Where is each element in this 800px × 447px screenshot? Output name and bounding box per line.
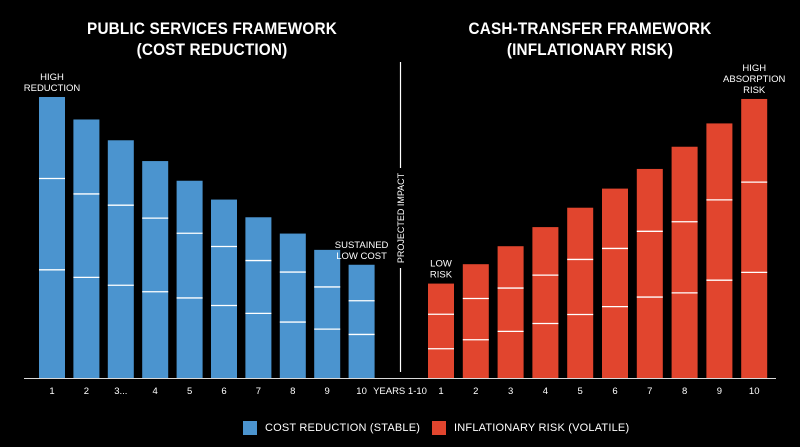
- title-line-2: (INFLATIONARY RISK): [506, 40, 674, 59]
- bar-left-9: [314, 249, 341, 378]
- legend-item-inflationary-risk: INFLATIONARY RISK (VOLATILE): [432, 419, 629, 437]
- x-tick-label: 3: [508, 386, 513, 397]
- x-tick-label: 8: [290, 386, 295, 397]
- bar-right-9: [706, 123, 733, 378]
- bar-right-8: [671, 146, 698, 378]
- x-tick-label: 3...: [114, 386, 127, 397]
- x-tick-label: 10: [749, 386, 760, 397]
- bar-right-4: [532, 227, 559, 378]
- x-tick-label: 10: [356, 386, 367, 397]
- bar-annotation: ABSORPTION: [723, 74, 785, 85]
- bar-left-10: [348, 264, 375, 378]
- x-tick-label: 7: [647, 386, 652, 397]
- title-line-2: (COST REDUCTION): [136, 40, 288, 59]
- x-tick-label: 4: [153, 386, 158, 397]
- bar-right-7: [636, 168, 663, 378]
- x-tick-label: 6: [221, 386, 226, 397]
- x-tick-label: 1: [438, 386, 443, 397]
- x-tick-label: 9: [717, 386, 722, 397]
- title-line-1: PUBLIC SERVICES FRAMEWORK: [87, 19, 337, 38]
- bar-right-1: [428, 283, 454, 378]
- bar-right-3: [497, 246, 524, 378]
- bar-left-1: [39, 97, 65, 378]
- x-tick-label: 6: [612, 386, 617, 397]
- bar-right-6: [602, 188, 628, 378]
- bar-annotation: HIGH: [742, 63, 766, 74]
- bar-annotation: REDUCTION: [24, 83, 81, 94]
- bar-annotation: LOW: [430, 259, 452, 270]
- bar-right-5: [567, 207, 594, 378]
- bar-left-6: [211, 199, 237, 378]
- bar-left-3...: [107, 140, 134, 378]
- x-tick-label: 5: [187, 386, 192, 397]
- bar-annotation: LOW COST: [336, 251, 387, 262]
- title-line-1: CASH-TRANSFER FRAMEWORK: [468, 19, 712, 38]
- x-axis-center-label: YEARS 1-10: [373, 386, 427, 397]
- chart-title-cash-transfer: CASH-TRANSFER FRAMEWORK (INFLATIONARY RI…: [419, 18, 761, 60]
- bar-left-8: [279, 233, 306, 378]
- bar-annotation: SUSTAINED: [335, 240, 389, 251]
- bar-left-7: [245, 217, 272, 378]
- bar-annotation: RISK: [743, 85, 766, 96]
- legend-swatch-red: [432, 421, 446, 435]
- x-tick-label: 4: [543, 386, 548, 397]
- bar-annotation: RISK: [430, 270, 453, 281]
- x-tick-label: 7: [256, 386, 261, 397]
- bar-left-4: [142, 161, 169, 378]
- x-tick-label: 9: [325, 386, 330, 397]
- x-tick-label: 8: [682, 386, 687, 397]
- bar-right-10: [741, 98, 768, 378]
- x-tick-label: 5: [578, 386, 583, 397]
- bar-annotation: HIGH: [40, 72, 64, 83]
- x-tick-label: 2: [473, 386, 478, 397]
- legend-item-cost-reduction: COST REDUCTION (STABLE): [243, 419, 420, 437]
- legend-label: INFLATIONARY RISK (VOLATILE): [454, 422, 630, 434]
- bar-left-2: [73, 119, 100, 378]
- chart-title-public-services: PUBLIC SERVICES FRAMEWORK (COST REDUCTIO…: [41, 18, 383, 60]
- x-tick-label: 2: [84, 386, 89, 397]
- bar-right-2: [462, 264, 489, 378]
- x-tick-label: 1: [49, 386, 54, 397]
- legend-swatch-blue: [243, 421, 257, 435]
- bar-left-5: [176, 180, 203, 378]
- legend-label: COST REDUCTION (STABLE): [265, 422, 421, 434]
- divider-label: PROJECTED IMPACT: [396, 172, 406, 263]
